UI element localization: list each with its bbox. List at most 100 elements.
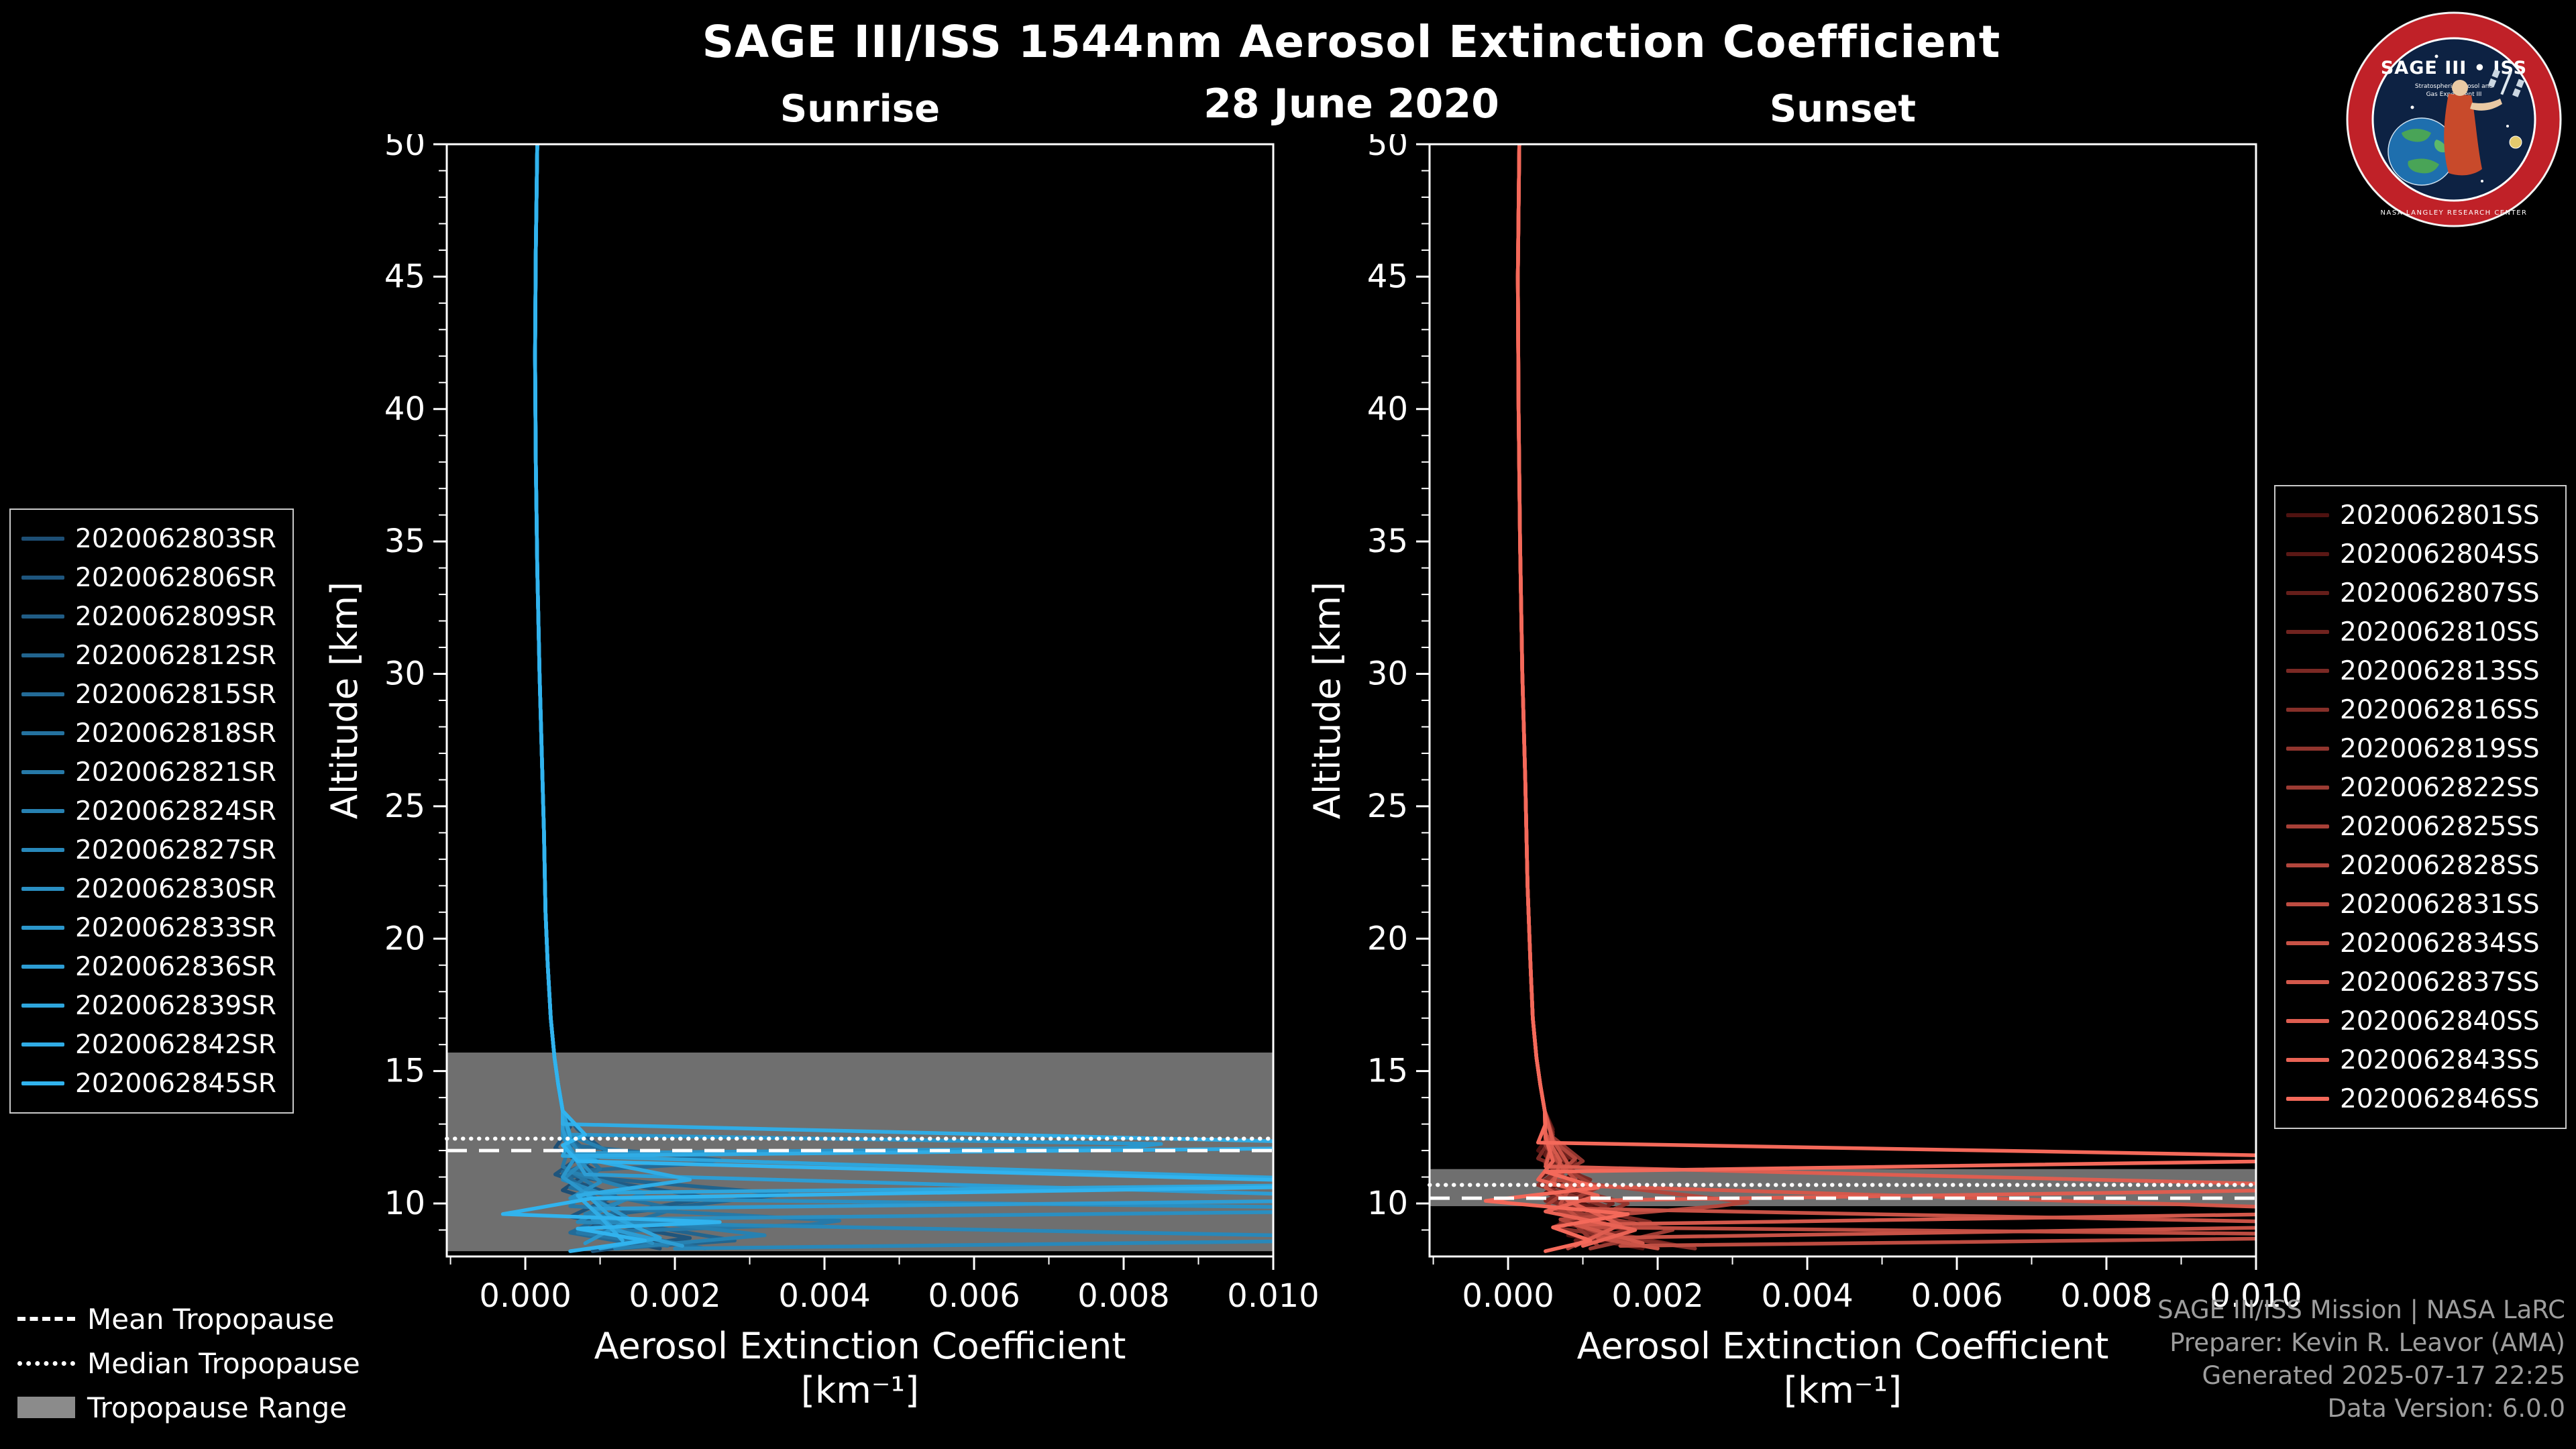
credit-data-version: Data Version: 6.0.0: [2327, 1394, 2565, 1423]
legend-item: 2020062807SS: [2286, 574, 2555, 612]
y-tick-label: 40: [1367, 390, 1408, 428]
legend-line-swatch: [2286, 863, 2329, 867]
legend-item: 2020062804SS: [2286, 535, 2555, 574]
legend-item: 2020062822SS: [2286, 768, 2555, 807]
legend-item: 2020062828SS: [2286, 846, 2555, 885]
legend-item: 2020062839SR: [21, 986, 282, 1025]
legend-label: 2020062813SS: [2340, 655, 2540, 686]
y-tick-label: 10: [1367, 1185, 1408, 1222]
median-tropopause-label: Median Tropopause: [87, 1346, 360, 1380]
y-tick-label: 50: [1367, 134, 1408, 163]
legend-line-swatch: [21, 653, 64, 657]
legend-item: 2020062846SS: [2286, 1079, 2555, 1118]
profile-line-2020062837SS: [1515, 144, 2256, 1246]
logo-figure: [2444, 80, 2502, 176]
legend-item: 2020062815SR: [21, 675, 282, 714]
y-tick-label: 15: [1367, 1053, 1408, 1090]
legend-item: 2020062834SS: [2286, 924, 2555, 963]
legend-label: 2020062803SR: [75, 523, 276, 554]
plot-frame: [1428, 143, 2257, 1258]
legend-line-swatch: [21, 731, 64, 735]
legend-label: 2020062840SS: [2340, 1006, 2540, 1036]
y-tick-label: 40: [384, 390, 425, 428]
profile-line-2020062831SS: [1515, 144, 2256, 1248]
y-tick-label: 10: [384, 1185, 425, 1222]
profile-line-2020062840SS: [1515, 144, 2256, 1248]
profile-line-2020062843SS: [1515, 144, 1638, 1248]
legend-item: 2020062801SS: [2286, 496, 2555, 535]
legend-label: 2020062822SS: [2340, 772, 2540, 803]
legend-item: 2020062810SS: [2286, 612, 2555, 651]
legend-line-swatch: [2286, 786, 2329, 790]
legend-label: 2020062831SS: [2340, 889, 2540, 920]
legend-line-swatch: [21, 1081, 64, 1085]
legend-label: 2020062809SR: [75, 601, 276, 632]
median-tropopause-legend-item: Median Tropopause: [17, 1346, 360, 1381]
legend-label: 2020062828SS: [2340, 850, 2540, 881]
legend-line-swatch: [2286, 708, 2329, 712]
page-title: SAGE III/ISS 1544nm Aerosol Extinction C…: [702, 16, 2001, 68]
tropopause-legend: Mean Tropopause Median Tropopause Tropop…: [17, 1301, 360, 1425]
sunset-panel-title: Sunset: [1769, 87, 1917, 131]
legend-label: 2020062834SS: [2340, 928, 2540, 959]
x-tick-label: 0.010: [2210, 1277, 2302, 1315]
legend-item: 2020062842SR: [21, 1025, 282, 1064]
legend-label: 2020062821SR: [75, 757, 276, 788]
profile-line-2020062801SS: [1515, 144, 1645, 1250]
legend-line-swatch: [2286, 1019, 2329, 1023]
y-tick-label: 25: [1367, 788, 1408, 825]
tropopause-range-label: Tropopause Range: [87, 1391, 347, 1424]
legend-item: 2020062803SR: [21, 519, 282, 558]
mean-tropopause-legend-item: Mean Tropopause: [17, 1301, 360, 1336]
legend-label: 2020062846SS: [2340, 1083, 2540, 1114]
legend-item: 2020062845SR: [21, 1064, 282, 1103]
legend-label: 2020062812SR: [75, 640, 276, 671]
x-tick-label: 0.010: [1227, 1277, 1319, 1315]
mean-tropopause-label: Mean Tropopause: [87, 1302, 335, 1336]
legend-line-swatch: [21, 965, 64, 969]
legend-label: 2020062839SR: [75, 990, 276, 1021]
legend-line-swatch: [21, 1004, 64, 1008]
legend-line-swatch: [21, 848, 64, 852]
credit-generated: Generated 2025-07-17 22:25: [2202, 1361, 2565, 1390]
legend-label: 2020062816SS: [2340, 694, 2540, 725]
profile-line-2020062825SS: [1515, 144, 1615, 1250]
legend-line-swatch: [21, 576, 64, 580]
credits-block: SAGE III/ISS Mission | NASA LaRC Prepare…: [2157, 1293, 2565, 1425]
profile-line-2020062807SS: [1515, 144, 1638, 1243]
x-tick-label: 0.002: [629, 1277, 720, 1315]
y-axis-label: Altitude [km]: [323, 582, 366, 819]
legend-label: 2020062810SS: [2340, 616, 2540, 647]
sunset-plot: 0.000 0.002 0.004 0.006 0.008 0.010 10 15 20 25 30…: [1306, 134, 2302, 1411]
x-tick-label: 0.002: [1611, 1277, 1703, 1315]
y-axis-label: Altitude [km]: [1306, 582, 1348, 819]
legend-label: 2020062806SR: [75, 562, 276, 593]
legend-item: 2020062816SS: [2286, 690, 2555, 729]
legend-label: 2020062825SS: [2340, 811, 2540, 842]
legend-item: 2020062837SS: [2286, 963, 2555, 1002]
legend-item: 2020062843SS: [2286, 1040, 2555, 1079]
legend-label: 2020062842SR: [75, 1029, 276, 1060]
logo-iss: [2487, 68, 2525, 98]
profile-line-2020062845SR: [500, 144, 1273, 1253]
legend-line-swatch: [2286, 747, 2329, 751]
legend-line-swatch: [2286, 980, 2329, 984]
legend-line-swatch: [2286, 941, 2329, 945]
x-tick-label: 0.000: [479, 1277, 571, 1315]
legend-item: 2020062819SS: [2286, 729, 2555, 768]
legend-item: 2020062833SR: [21, 908, 282, 947]
logo-earth: [2387, 117, 2456, 186]
y-tick-label: 20: [1367, 920, 1408, 957]
legend-line-swatch: [2286, 902, 2329, 906]
profile-line-2020062816SS: [1515, 144, 1697, 1250]
profile-line-2020062834SS: [1515, 144, 2256, 1250]
legend-line-swatch: [21, 692, 64, 696]
legend-item: 2020062824SR: [21, 792, 282, 830]
y-tick-label: 20: [384, 920, 425, 957]
y-tick-label: 35: [384, 523, 425, 560]
legend-item: 2020062806SR: [21, 558, 282, 597]
sage-iii-iss-logo: SAGE III • ISS Stratospheric Aerosol and…: [2346, 11, 2562, 227]
legend-label: 2020062818SR: [75, 718, 276, 749]
y-tick-label: 30: [1367, 655, 1408, 693]
legend-label: 2020062804SS: [2340, 539, 2540, 570]
